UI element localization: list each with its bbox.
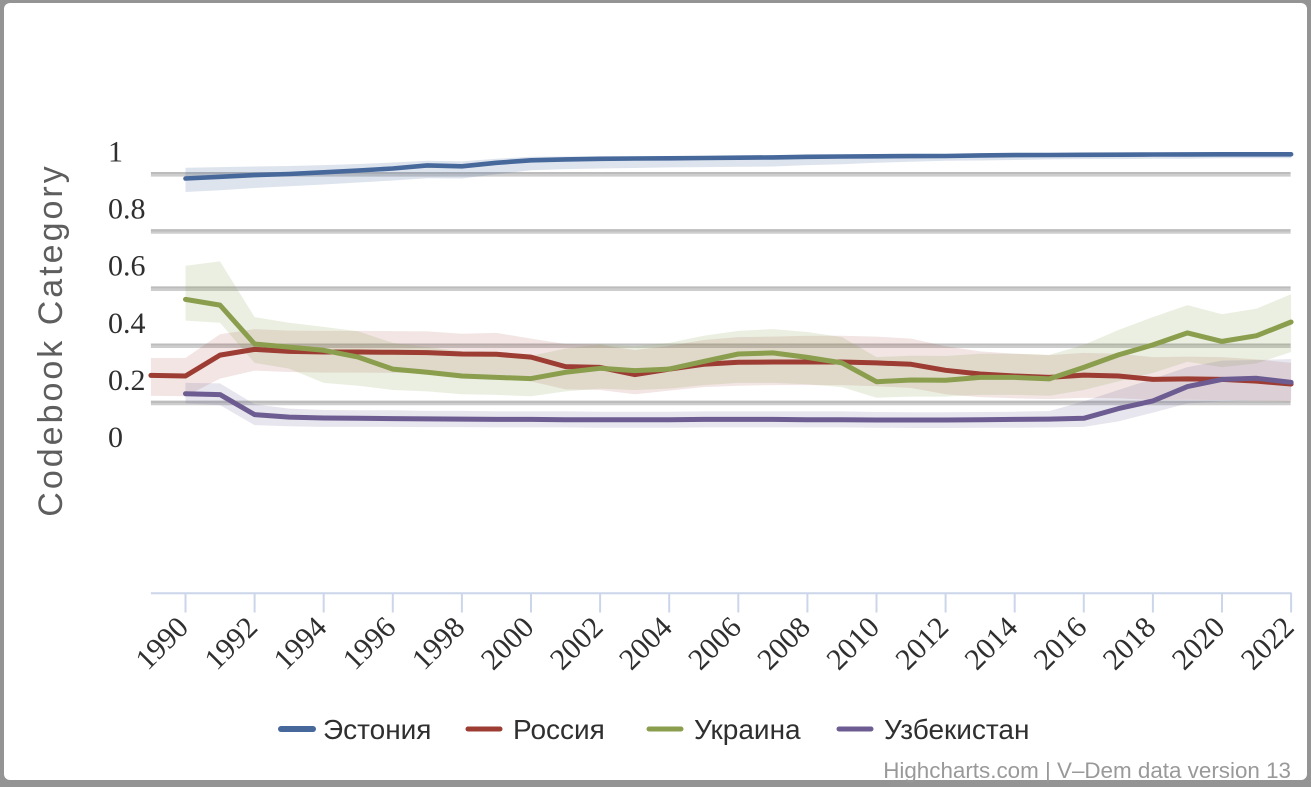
- svg-text:Эстония: Эстония: [323, 714, 431, 745]
- svg-text:Россия: Россия: [513, 714, 605, 745]
- svg-text:0.4: 0.4: [108, 307, 146, 340]
- svg-text:1: 1: [108, 135, 123, 168]
- svg-text:0.8: 0.8: [108, 193, 146, 226]
- svg-text:Highcharts.com | V–Dem data ve: Highcharts.com | V–Dem data version 13: [883, 758, 1291, 783]
- svg-text:0.6: 0.6: [108, 250, 146, 283]
- svg-text:Codebook Category: Codebook Category: [32, 163, 70, 516]
- svg-text:0: 0: [108, 421, 123, 454]
- svg-text:0.2: 0.2: [108, 364, 146, 397]
- svg-text:Узбекистан: Узбекистан: [884, 714, 1029, 745]
- svg-text:Украина: Украина: [694, 714, 801, 745]
